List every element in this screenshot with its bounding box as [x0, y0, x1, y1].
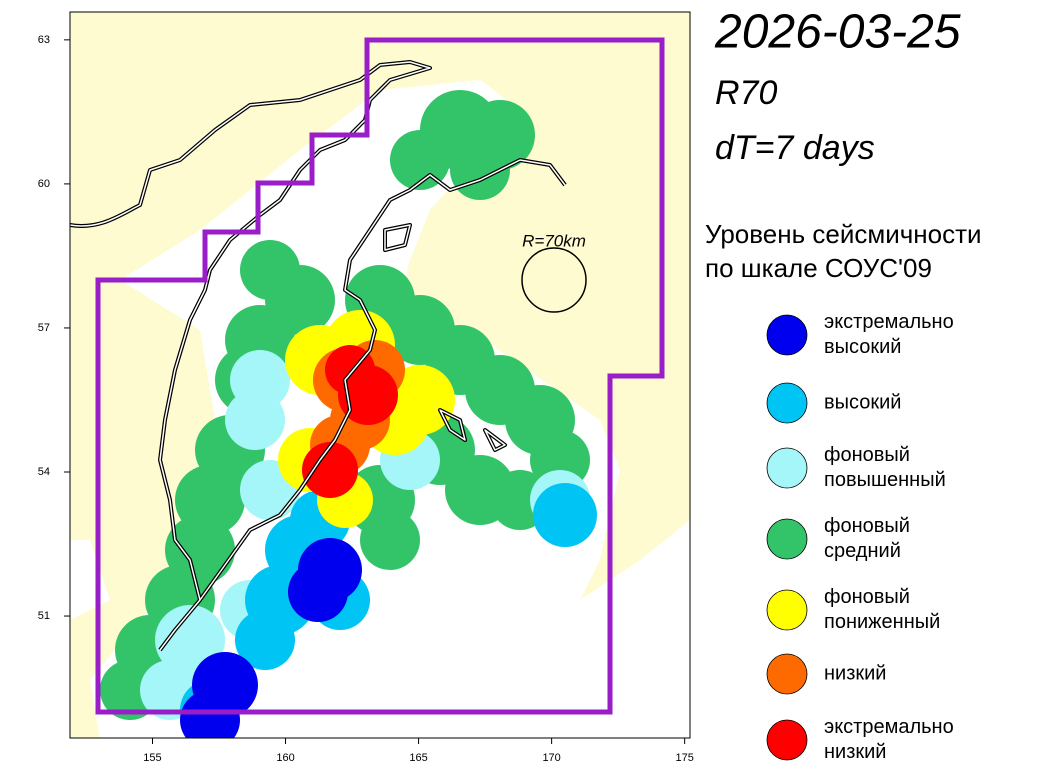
legend-label: высокий: [824, 391, 901, 413]
radius-label: R=70km: [522, 231, 586, 250]
window: dT=7 days: [715, 129, 875, 167]
legend-label: экстремально: [824, 311, 954, 333]
legend-label: низкий: [824, 662, 886, 684]
legend-swatch: [766, 382, 808, 424]
zone: [240, 240, 300, 300]
x-tick-label: 170: [542, 752, 560, 764]
y-tick-label: 57: [38, 322, 50, 334]
legend: Уровень сейсмичности по шкале СОУС'09 экст…: [705, 219, 982, 763]
legend-label: пониженный: [824, 611, 940, 633]
axes: 155 160 165 170 175 51 54 57 60 63: [38, 34, 694, 764]
radius: R70: [715, 74, 777, 112]
map-frame: [69, 11, 691, 739]
zone: [533, 483, 597, 547]
legend-label: высокий: [824, 336, 901, 358]
legend-label: экстремально: [824, 716, 954, 738]
zone: [360, 510, 420, 570]
legend-label: средний: [824, 540, 901, 562]
zone: [180, 690, 240, 738]
y-tick-label: 63: [38, 34, 50, 46]
legend-swatch: [766, 314, 808, 356]
legend-label: повышенный: [824, 469, 946, 491]
x-tick-label: 160: [276, 752, 294, 764]
legend-swatch: [766, 653, 808, 695]
legend-title: по шкале СОУС'09: [705, 253, 932, 283]
x-tick-label: 155: [143, 752, 161, 764]
y-tick-label: 54: [38, 466, 50, 478]
zone: [288, 562, 348, 622]
zone: [390, 130, 450, 190]
legend-swatch: [766, 518, 808, 560]
coastline-inner: [70, 61, 566, 651]
legend-label: низкий: [824, 741, 886, 763]
radius-circle: [521, 247, 587, 313]
zone: [235, 610, 295, 670]
seismicity-zones: [100, 90, 597, 738]
legend-swatch: [766, 719, 808, 761]
x-tick-label: 175: [675, 752, 693, 764]
map: R=70km: [70, 12, 690, 738]
y-tick-label: 60: [38, 178, 50, 190]
y-tick-label: 51: [38, 610, 50, 622]
legend-swatch: [766, 447, 808, 489]
zone: [225, 390, 285, 450]
legend-swatch: [766, 589, 808, 631]
study-region: [95, 37, 665, 715]
zone: [302, 442, 358, 498]
legend-title: Уровень сейсмичности: [705, 219, 982, 249]
legend-label: фоновый: [824, 444, 910, 466]
legend-label: фоновый: [824, 515, 910, 537]
date: 2026-03-25: [714, 6, 961, 59]
legend-label: фоновый: [824, 586, 910, 608]
x-tick-label: 165: [409, 752, 427, 764]
